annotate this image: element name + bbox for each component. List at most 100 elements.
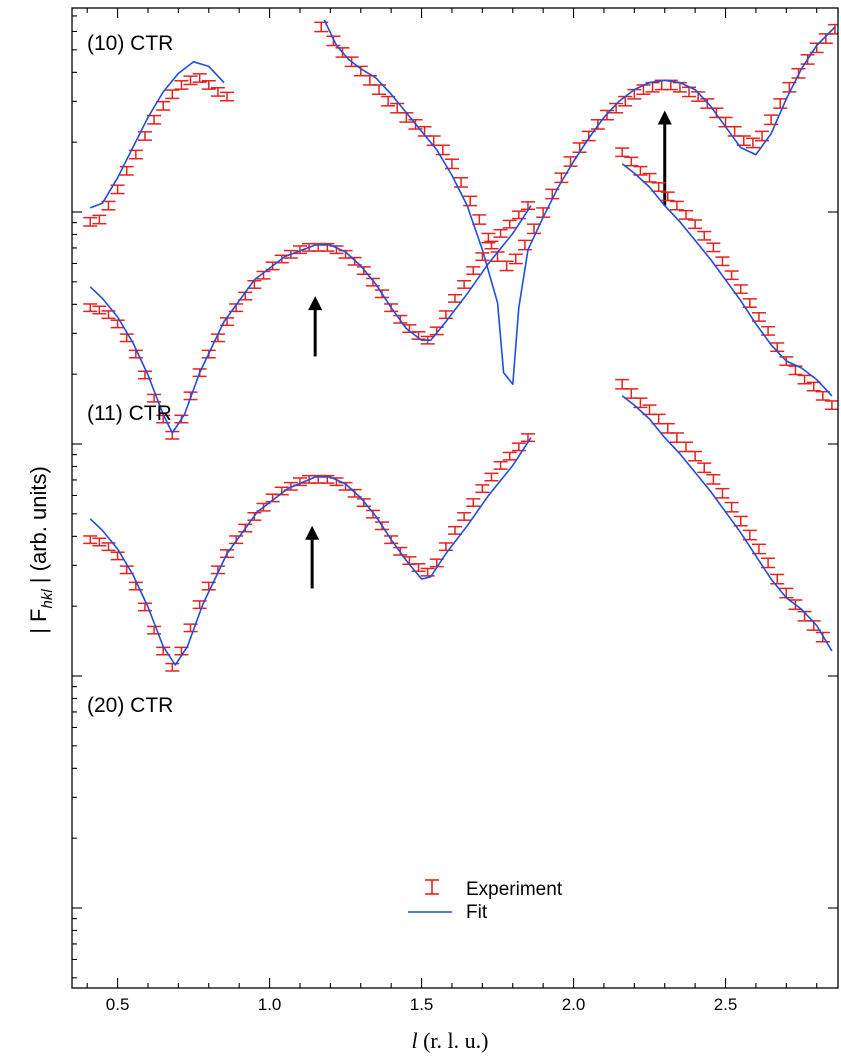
exp-point [688, 219, 703, 230]
exp-point [420, 567, 435, 577]
exp-point [210, 86, 225, 97]
exp-point [502, 219, 517, 229]
legend: Experiment Fit [408, 879, 563, 923]
exp-point [520, 201, 535, 211]
exp-point [110, 319, 125, 329]
exp-point [679, 441, 694, 453]
exp-point [147, 393, 162, 403]
exp-point [642, 404, 657, 416]
exp-point [493, 460, 508, 470]
fit-line [621, 395, 833, 652]
exp-point [156, 100, 171, 111]
exp-point [137, 370, 152, 380]
exp-point [715, 487, 730, 499]
exp-point [815, 390, 830, 401]
exp-point [220, 91, 235, 102]
exp-point [119, 165, 134, 176]
exp-point [660, 422, 675, 434]
x-tick-label: 1.5 [410, 995, 434, 1014]
x-tick-label: 0.5 [106, 995, 130, 1014]
exp-point [706, 242, 721, 253]
exp-point [457, 512, 472, 521]
exp-point [283, 481, 298, 491]
exp-point [201, 581, 216, 591]
exp-point [797, 374, 812, 385]
exp-point [83, 303, 98, 313]
exp-point [399, 112, 414, 123]
exp-point [499, 260, 514, 272]
exp-point [679, 209, 694, 220]
exp-point [466, 498, 481, 508]
x-tick-label: 2.5 [714, 995, 738, 1014]
exp-point [733, 284, 748, 295]
exp-point [83, 216, 98, 227]
exp-point [706, 473, 721, 485]
exp-point [472, 214, 487, 225]
exp-point [381, 95, 396, 107]
exp-point [92, 214, 107, 225]
x-tick-label: 1.0 [258, 995, 282, 1014]
exp-point [457, 280, 472, 289]
exp-point [511, 442, 526, 452]
fit-line [323, 19, 836, 385]
fit-line [89, 205, 532, 434]
exp-point [688, 450, 703, 462]
axes: 0.5 1.0 1.5 2.0 2.5 [71, 7, 839, 1014]
exp-point [110, 551, 125, 561]
exp-point [438, 542, 453, 552]
exp-point [508, 253, 523, 265]
panel-0 [83, 19, 838, 385]
exp-point [83, 535, 98, 545]
panel-label: (20) CTR [87, 694, 173, 717]
exp-point [438, 310, 453, 320]
legend-label-experiment: Experiment [466, 879, 563, 900]
exp-point [484, 472, 499, 482]
exp-point [724, 501, 739, 513]
exp-point [493, 228, 508, 238]
fit-line [89, 437, 532, 666]
arrow-marker [305, 525, 320, 589]
exp-point [372, 84, 387, 95]
exp-point [660, 191, 675, 202]
exp-point [709, 107, 724, 119]
exp-point [788, 365, 803, 376]
exp-point [466, 266, 481, 276]
exp-point [411, 563, 426, 572]
exp-point [448, 525, 462, 535]
exp-point [651, 182, 666, 192]
exp-point [502, 451, 517, 461]
exp-point [192, 73, 207, 83]
exp-point [651, 413, 666, 425]
fit-line [621, 163, 833, 397]
exp-point [128, 349, 143, 359]
exp-point [669, 200, 684, 211]
exp-point [773, 98, 788, 109]
x-axis-label: l (r. l. u.) [411, 1028, 488, 1053]
exp-point [824, 400, 838, 411]
exp-point [92, 305, 107, 315]
exp-point [517, 239, 532, 251]
exp-point [137, 602, 152, 612]
exp-point [165, 662, 180, 672]
exp-point [92, 537, 107, 547]
exp-point [174, 80, 189, 90]
exp-point [475, 252, 490, 262]
exp-point [669, 432, 684, 443]
plot-frame [71, 7, 839, 989]
exp-point [724, 270, 739, 281]
plot-area [83, 19, 838, 672]
exp-point [615, 147, 630, 158]
exp-point [128, 581, 143, 591]
arrow-marker [308, 296, 323, 357]
exp-point [715, 256, 730, 267]
panel-1 [83, 147, 838, 440]
exp-point [463, 195, 478, 207]
panel-label: (10) CTR [87, 32, 173, 55]
panel-label: (11) CTR [87, 402, 172, 425]
exp-point [697, 230, 712, 241]
fit-line [89, 61, 225, 209]
legend-label-fit: Fit [466, 902, 488, 923]
exp-point [697, 462, 712, 474]
exp-point [770, 573, 785, 585]
